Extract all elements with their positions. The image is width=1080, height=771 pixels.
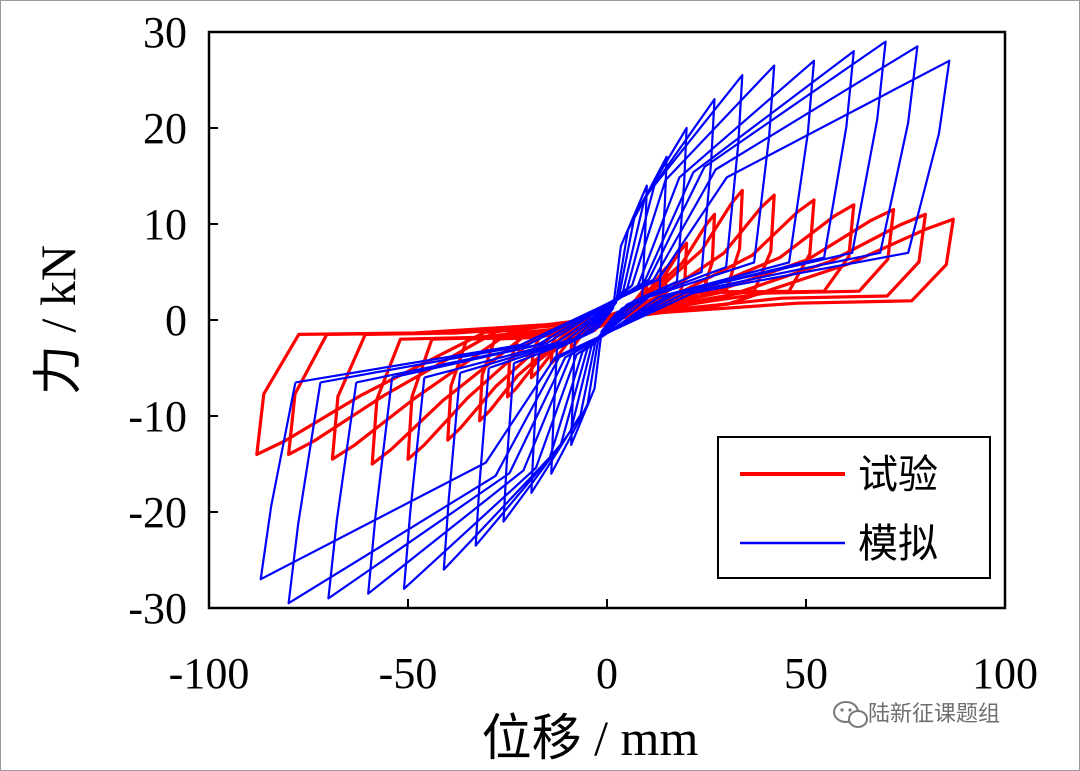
watermark: 陆新征课题组 [833,701,1000,728]
x-tick-label: 0 [596,649,618,698]
loop-test [370,203,856,466]
y-axis-label: 力 / kN [30,245,86,395]
legend-box [717,436,991,579]
legend-label-simulation: 模拟 [858,521,938,567]
legend: 试验 模拟 [717,436,991,579]
curves-layer [255,40,955,605]
y-tick-label: -30 [128,584,187,633]
y-tick-label: -10 [128,392,187,441]
legend-label-test: 试验 [858,452,938,498]
series-simulation [259,40,951,605]
loop-simulation [259,59,951,581]
loop-test [406,198,816,461]
y-tick-label: 30 [143,8,187,57]
y-tick-label: 20 [143,104,187,153]
wechat-icon [833,701,868,728]
loop-simulation [327,40,887,600]
loop-test [255,217,955,456]
x-tick-label: 50 [784,649,828,698]
y-tick-label: -20 [128,488,187,537]
watermark-text: 陆新征课题组 [868,702,1000,727]
x-axis-label: 位移 / mm [482,710,699,766]
x-tick-label: 100 [972,649,1038,698]
loop-simulation [287,45,919,605]
series-test [255,188,955,466]
x-tick-label: -50 [379,649,438,698]
ticks-layer [208,31,1006,609]
x-tick-label: -100 [169,649,250,698]
y-tick-label: 10 [143,200,187,249]
loop-simulation [442,64,776,571]
y-tick-label: 0 [165,296,187,345]
loop-simulation [570,184,648,446]
